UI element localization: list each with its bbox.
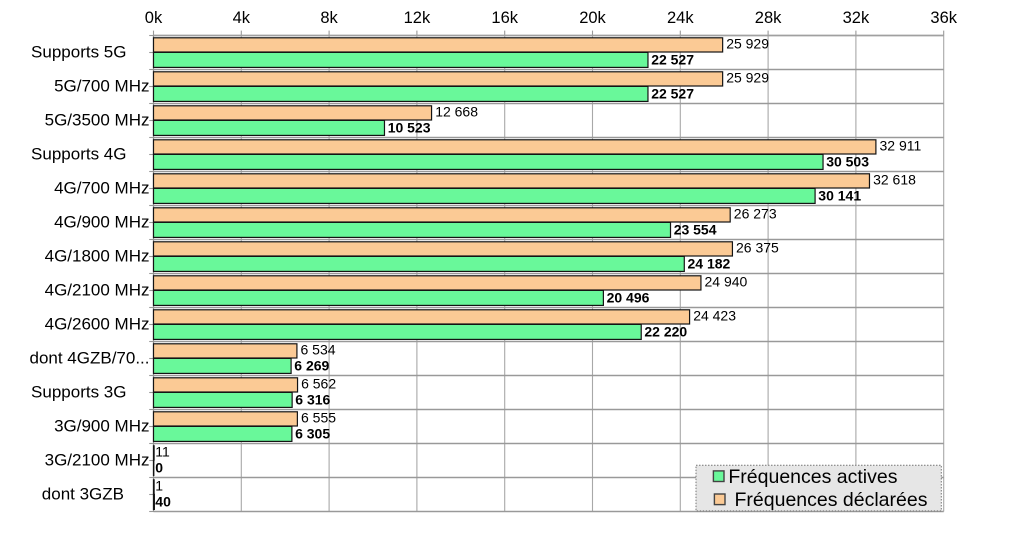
svg-text:4G/2600 MHz: 4G/2600 MHz	[45, 314, 150, 333]
svg-text:4k: 4k	[233, 9, 251, 27]
svg-text:26 375: 26 375	[736, 240, 779, 256]
svg-text:4G/1800 MHz: 4G/1800 MHz	[45, 246, 150, 265]
svg-text:22 220: 22 220	[644, 324, 687, 340]
svg-text:22 527: 22 527	[651, 52, 694, 68]
svg-text:26 273: 26 273	[734, 206, 777, 222]
svg-text:10 523: 10 523	[388, 120, 431, 136]
svg-text:Supports 5G: Supports 5G	[31, 42, 126, 61]
svg-text:4G/2100 MHz: 4G/2100 MHz	[45, 280, 150, 299]
svg-text:0k: 0k	[145, 9, 163, 27]
svg-text:5G/3500 MHz: 5G/3500 MHz	[45, 110, 150, 129]
svg-text:dont 3GZB: dont 3GZB	[42, 484, 124, 503]
svg-text:6 316: 6 316	[295, 392, 330, 408]
svg-text:11: 11	[155, 444, 170, 460]
svg-text:5G/700 MHz: 5G/700 MHz	[54, 76, 149, 95]
svg-text:6 534: 6 534	[301, 342, 336, 358]
svg-text:Supports 4G: Supports 4G	[31, 144, 126, 163]
svg-text:0: 0	[155, 460, 163, 476]
svg-text:12k: 12k	[404, 9, 431, 27]
svg-text:24 182: 24 182	[688, 256, 731, 272]
svg-text:3G/900 MHz: 3G/900 MHz	[54, 416, 149, 435]
svg-text:25 929: 25 929	[726, 70, 769, 86]
svg-text:24k: 24k	[667, 9, 694, 27]
svg-text:30 141: 30 141	[818, 188, 861, 204]
svg-text:24 940: 24 940	[705, 274, 748, 290]
svg-text:6 305: 6 305	[295, 426, 330, 442]
svg-text:6 562: 6 562	[301, 376, 336, 392]
svg-text:23 554: 23 554	[674, 222, 717, 238]
svg-text:20 496: 20 496	[607, 290, 650, 306]
svg-text:20k: 20k	[579, 9, 606, 27]
svg-text:30 503: 30 503	[826, 154, 869, 170]
svg-text:28k: 28k	[755, 9, 782, 27]
svg-text:8k: 8k	[320, 9, 338, 27]
svg-text:32 618: 32 618	[873, 172, 916, 188]
svg-text:Fréquences déclarées: Fréquences déclarées	[735, 489, 928, 511]
svg-text:4G/700 MHz: 4G/700 MHz	[54, 178, 149, 197]
svg-text:Fréquences actives: Fréquences actives	[728, 466, 897, 488]
svg-text:12 668: 12 668	[435, 104, 478, 120]
svg-text:6 555: 6 555	[301, 410, 336, 426]
svg-text:36k: 36k	[930, 9, 957, 27]
svg-text:3G/2100 MHz: 3G/2100 MHz	[45, 450, 150, 469]
svg-text:Supports 3G: Supports 3G	[31, 382, 126, 401]
svg-text:4G/900 MHz: 4G/900 MHz	[54, 212, 149, 231]
svg-text:6 269: 6 269	[294, 358, 329, 374]
svg-text:40: 40	[155, 494, 171, 510]
svg-text:25 929: 25 929	[726, 36, 769, 52]
svg-text:32k: 32k	[843, 9, 870, 27]
svg-text:1: 1	[155, 478, 163, 494]
svg-text:24 423: 24 423	[693, 308, 736, 324]
svg-text:32 911: 32 911	[880, 138, 922, 154]
svg-text:22 527: 22 527	[651, 86, 694, 102]
svg-text:16k: 16k	[491, 9, 518, 27]
svg-text:dont 4GZB/70...: dont 4GZB/70...	[29, 348, 149, 367]
